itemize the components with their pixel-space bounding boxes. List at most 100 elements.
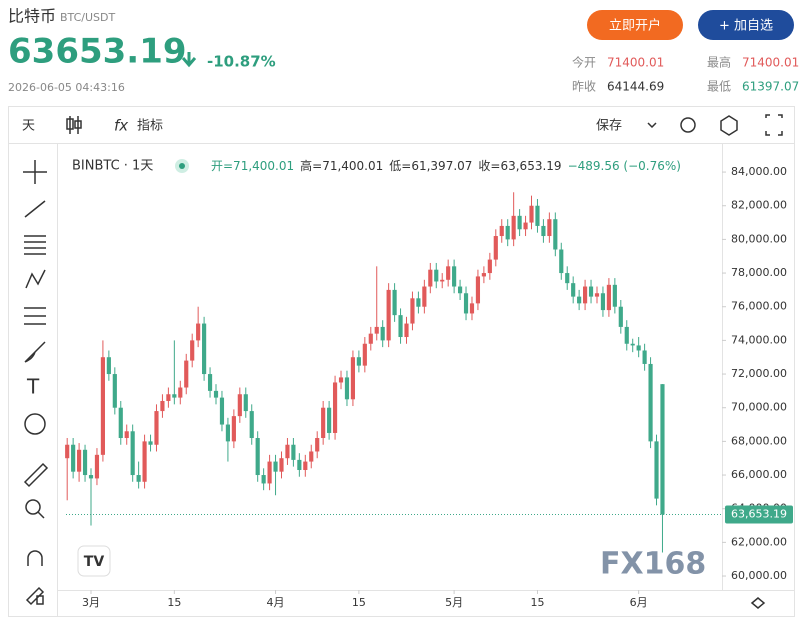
y-tick-label: 80,000.00 <box>731 232 787 245</box>
candle-body <box>434 269 439 282</box>
candle-body <box>77 449 82 472</box>
drawing-tools[interactable]: T <box>23 160 49 606</box>
stat-value: 64144.69 <box>607 80 664 94</box>
candle-body <box>475 276 481 304</box>
candle-body <box>130 431 135 476</box>
y-tick-label: 66,000.00 <box>731 468 787 481</box>
stat-value: 71400.01 <box>742 56 799 70</box>
y-tick-label: 78,000.00 <box>731 266 787 279</box>
candle-body <box>285 444 290 459</box>
y-tick-label: 84,000.00 <box>731 165 787 178</box>
last-price-tag <box>725 505 793 524</box>
candle-body <box>166 394 171 401</box>
price: 63653.19 <box>8 32 187 72</box>
axis-settings[interactable] <box>750 597 766 609</box>
candle-body <box>517 215 522 230</box>
candle-body <box>160 400 165 412</box>
candle-body <box>71 444 76 472</box>
watchlist-button[interactable] <box>698 10 794 40</box>
candle-body <box>297 459 302 470</box>
candle-body <box>178 387 183 398</box>
candle-body <box>636 345 641 351</box>
candle-body <box>398 315 403 338</box>
y-tick-label: 72,000.00 <box>731 367 787 380</box>
y-tick-label: 68,000.00 <box>731 434 787 447</box>
candle-body <box>422 286 427 307</box>
candle-body <box>618 306 623 327</box>
legend-dot-inner <box>179 163 185 169</box>
candle-body <box>469 303 475 314</box>
candle-body <box>535 205 540 226</box>
candle-body <box>386 289 391 341</box>
candle-body <box>309 451 314 462</box>
watermark: FX168 <box>600 547 706 582</box>
candle-body <box>368 333 373 344</box>
open-account-label[interactable]: 立即开户 <box>609 18 661 34</box>
candle-body <box>452 266 457 287</box>
candle-body <box>624 326 629 344</box>
candle-body <box>362 343 367 366</box>
save-button[interactable]: 保存 <box>596 119 622 134</box>
candle-body <box>374 326 379 334</box>
fullscreen-icon[interactable] <box>765 114 783 136</box>
x-tick-label: 15 <box>167 596 181 609</box>
candle-body <box>261 475 266 484</box>
open-account-button[interactable] <box>587 10 683 40</box>
candle-body <box>184 360 189 388</box>
candle-body <box>648 363 653 442</box>
tv-logo-text[interactable]: TV <box>84 554 105 570</box>
save-dropdown[interactable] <box>647 122 657 129</box>
legend-item: 开=71,400.01 <box>211 159 294 173</box>
candle-body <box>642 350 647 364</box>
ohlc-legend: 开=71,400.01 高=71,400.01 低=61,397.07 收=63,65… <box>211 158 681 173</box>
indicators-button[interactable]: 指标 <box>137 119 163 134</box>
candle-body <box>380 326 385 341</box>
candle-body <box>213 390 219 398</box>
candle-body <box>487 259 492 274</box>
candle-body <box>565 273 570 284</box>
settings-icon[interactable] <box>720 115 738 136</box>
candle-body <box>82 449 88 476</box>
candle-body <box>267 461 272 484</box>
x-tick-label: 15 <box>530 596 544 609</box>
chart-frame <box>8 106 795 617</box>
y-tick-label: 62,000.00 <box>731 535 787 548</box>
interval-button[interactable]: 天 <box>22 119 35 134</box>
watchlist-label[interactable]: + 加自选 <box>719 19 773 34</box>
candle-body <box>249 411 254 439</box>
candle-body <box>541 225 546 237</box>
candle-body <box>606 284 611 311</box>
candle-body <box>118 407 123 439</box>
y-tick-label: 82,000.00 <box>731 199 787 212</box>
candle-body <box>505 225 510 240</box>
candle-body <box>493 236 498 260</box>
candle-body <box>196 323 201 341</box>
candle-body <box>338 377 344 383</box>
candle-body <box>65 444 70 459</box>
candle-body <box>416 298 421 307</box>
svg-text:T: T <box>26 375 40 399</box>
candle-body <box>410 298 415 324</box>
snapshot-icon[interactable] <box>680 117 696 133</box>
candle-body <box>136 475 141 482</box>
candle-body <box>94 454 100 479</box>
tv-logo[interactable] <box>77 545 111 577</box>
candle-body <box>523 222 528 230</box>
candle-body <box>207 374 213 391</box>
symbol: BINBTC · 1天 <box>72 159 153 174</box>
x-tick-label: 15 <box>352 596 366 609</box>
y-tick-label: 70,000.00 <box>731 401 787 414</box>
candle-body <box>529 205 534 223</box>
candle-body <box>612 284 617 307</box>
down-arrow <box>181 52 197 68</box>
stat-label: 今开 <box>572 55 596 70</box>
candle-body <box>88 475 94 479</box>
candle-body <box>190 340 195 361</box>
candle-body <box>344 377 350 400</box>
fx-icon[interactable]: fx <box>114 117 128 135</box>
y-tick-label: 60,000.00 <box>731 569 787 582</box>
stat-label: 昨收 <box>572 80 596 94</box>
candle-body <box>106 357 111 375</box>
candle-icon[interactable] <box>66 116 82 134</box>
